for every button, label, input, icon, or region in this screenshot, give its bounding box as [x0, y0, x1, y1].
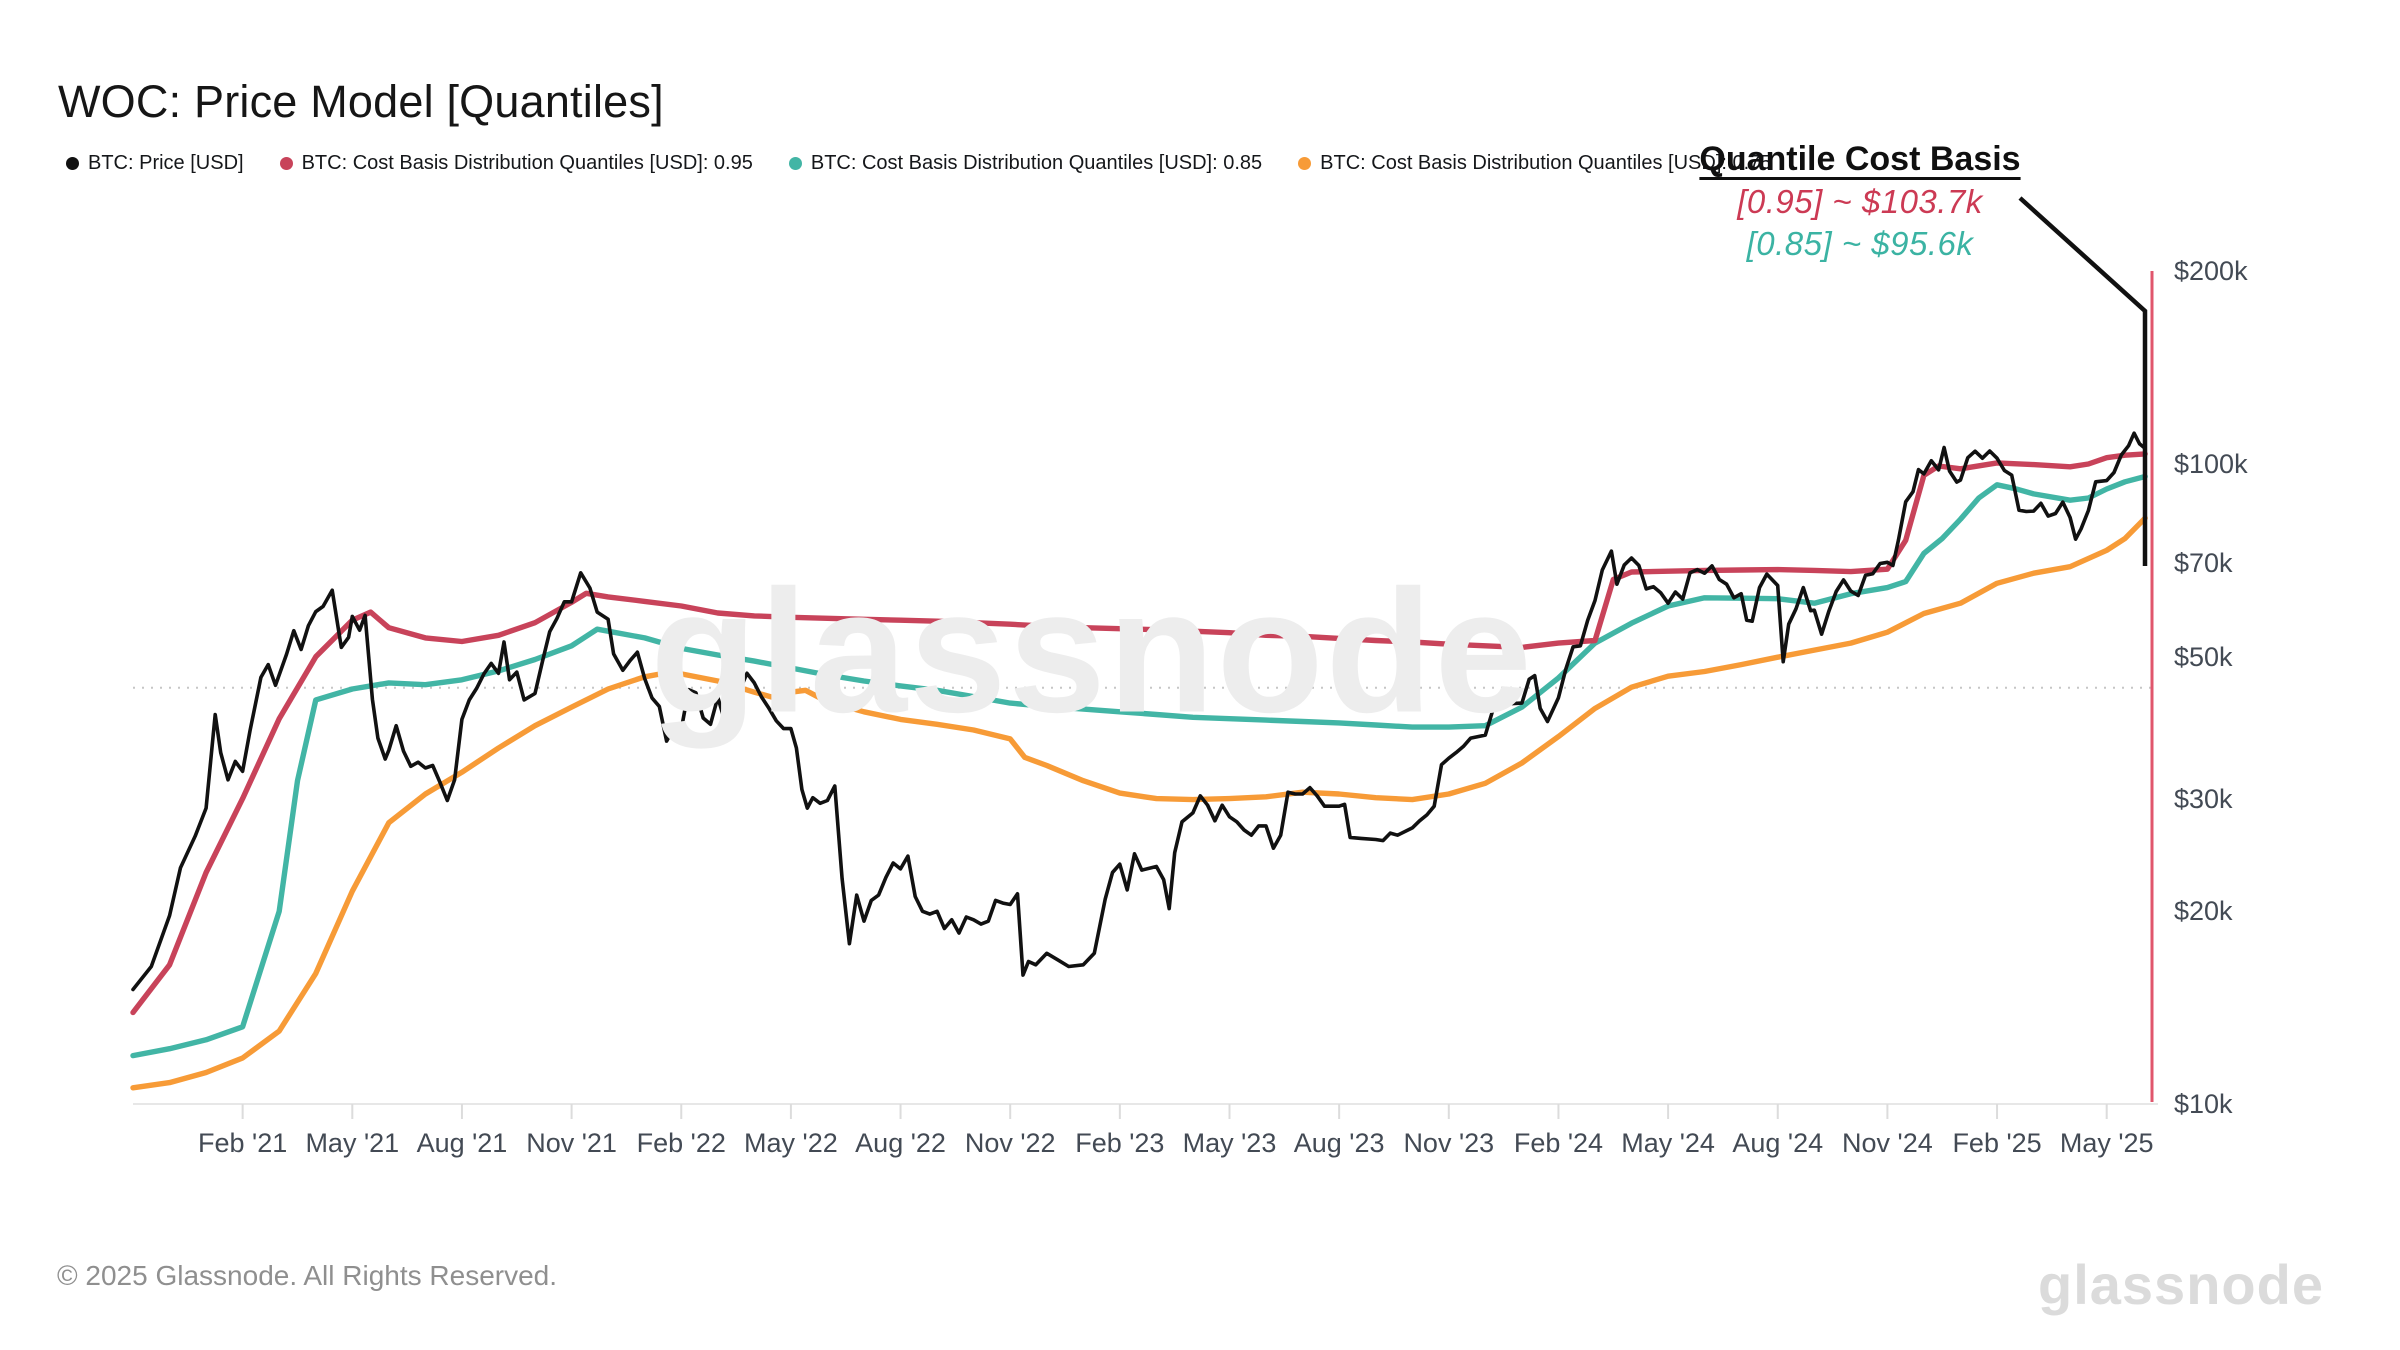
glassnode-logo: glassnode — [2038, 1253, 2324, 1316]
legend-item: BTC: Cost Basis Distribution Quantiles [… — [1298, 152, 1771, 175]
legend-item: BTC: Cost Basis Distribution Quantiles [… — [788, 152, 1263, 175]
x-axis-label: Nov '24 — [1842, 1128, 1933, 1158]
x-axis-label: Nov '22 — [964, 1128, 1056, 1158]
annotation-values: [0.95] ~ $103.7k [0.85] ~ $95.6k — [1640, 183, 2080, 263]
legend-label: BTC: Price [USD] — [88, 152, 244, 174]
x-axis-label: Aug '24 — [1732, 1128, 1824, 1158]
y-axis-label: $70k — [2174, 548, 2233, 579]
annotation-value: [0.95] ~ $103.7k — [1737, 183, 1983, 220]
x-axis-label: May '22 — [744, 1128, 838, 1158]
x-axis-label: Aug '22 — [855, 1128, 946, 1158]
y-axis-label: $50k — [2174, 641, 2233, 672]
legend-dot-icon — [1298, 157, 1312, 170]
x-axis-label: Feb '23 — [1075, 1128, 1165, 1158]
quantile-cost-basis-annotation: Quantile Cost Basis [0.95] ~ $103.7k [0.8… — [1640, 140, 2080, 263]
x-axis-label: Nov '21 — [526, 1128, 617, 1158]
series-line-btc-price-usd — [131, 431, 2147, 992]
x-axis-label: May '25 — [2059, 1128, 2154, 1158]
x-axis-label: Aug '23 — [1293, 1128, 1385, 1158]
y-axis-label: $200k — [2174, 256, 2248, 287]
x-axis-label: May '23 — [1182, 1128, 1277, 1158]
legend-dot-icon — [788, 157, 802, 170]
legend-item: BTC: Price [USD] — [66, 152, 244, 175]
legend-label: BTC: Cost Basis Distribution Quantiles [… — [301, 152, 753, 174]
legend-item: BTC: Cost Basis Distribution Quantiles [… — [279, 152, 753, 175]
x-axis-label: May '24 — [1621, 1128, 1715, 1158]
legend-label: BTC: Cost Basis Distribution Quantiles [… — [1320, 152, 1772, 174]
annotation-title: Quantile Cost Basis — [1699, 140, 2021, 178]
annotation-value: [0.85] ~ $95.6k — [1746, 225, 1974, 262]
legend: BTC: Price [USD] BTC: Cost Basis Distribu… — [66, 152, 1771, 175]
x-axis-label: Feb '24 — [1513, 1128, 1604, 1158]
legend-dot-icon — [279, 157, 293, 170]
x-axis-label: Feb '22 — [636, 1128, 726, 1158]
x-axis-label: Feb '25 — [1952, 1128, 2042, 1158]
y-axis-label: $30k — [2174, 783, 2233, 814]
annotation-callout-line — [2018, 196, 2148, 566]
page-title: WOC: Price Model [Quantiles] — [58, 76, 664, 128]
y-axis-label: $100k — [2174, 449, 2248, 479]
y-axis-label: $20k — [2174, 896, 2233, 927]
glassnode-watermark: glassnode — [650, 554, 1534, 750]
x-axis-label: Feb '21 — [198, 1128, 288, 1158]
y-axis-label: $10k — [2174, 1089, 2233, 1119]
copyright-text: © 2025 Glassnode. All Rights Reserved. — [57, 1260, 558, 1291]
legend-dot-icon — [66, 157, 79, 170]
x-axis-label: May '21 — [305, 1128, 400, 1158]
x-axis-label: Aug '21 — [416, 1128, 508, 1158]
legend-label: BTC: Cost Basis Distribution Quantiles [… — [810, 152, 1263, 174]
series-line-btc-cost-basis-distribution-quantiles-usd-0-85 — [130, 473, 2148, 1059]
series-line-btc-cost-basis-distribution-quantiles-usd-0-75 — [130, 515, 2148, 1091]
x-axis-label: Nov '23 — [1403, 1128, 1495, 1158]
series-line-btc-cost-basis-distribution-quantiles-usd-0-95 — [130, 451, 2148, 1016]
